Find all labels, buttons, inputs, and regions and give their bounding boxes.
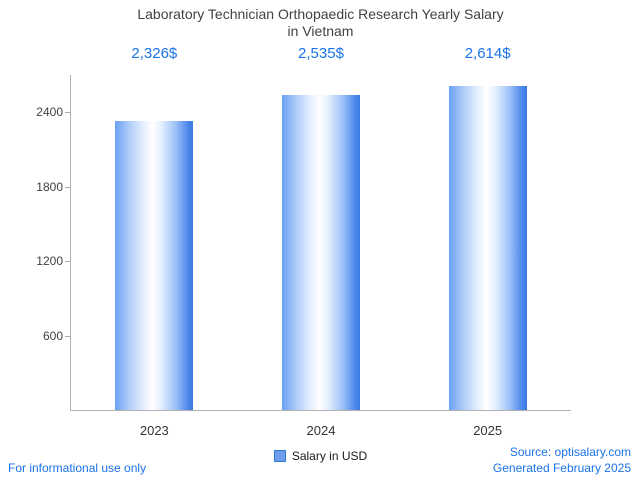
footer-source: Source: optisalary.com bbox=[509, 445, 631, 459]
legend-label: Salary in USD bbox=[291, 449, 368, 463]
legend-swatch-icon bbox=[273, 450, 286, 462]
y-axis-tick-label: 1800 bbox=[36, 179, 63, 194]
chart-title-line2: in Vietnam bbox=[287, 23, 354, 39]
bar-2023 bbox=[115, 121, 194, 410]
chart-title: Laboratory Technician Orthopaedic Resear… bbox=[0, 6, 641, 40]
footer-generated: Generated February 2025 bbox=[492, 461, 631, 475]
y-axis-tick bbox=[65, 186, 71, 188]
x-axis-label-2023: 2023 bbox=[139, 423, 169, 438]
y-axis-tick-label: 600 bbox=[42, 328, 63, 343]
legend: Salary in USD bbox=[0, 449, 641, 463]
y-axis-tick bbox=[65, 261, 71, 263]
bar-2024 bbox=[282, 95, 360, 410]
footer-attribution: Source: optisalary.com Generated Februar… bbox=[493, 444, 631, 476]
footer-disclaimer: For informational use only bbox=[8, 461, 147, 475]
value-label-2024: 2,535$ bbox=[298, 45, 344, 62]
chart-title-line1: Laboratory Technician Orthopaedic Resear… bbox=[137, 6, 504, 22]
x-axis-label-2024: 2024 bbox=[306, 423, 336, 438]
y-axis-tick bbox=[65, 335, 71, 337]
y-axis-tick-label: 1200 bbox=[36, 254, 63, 269]
plot-area: 600 1200 1800 2400 2,326$ 2023 2,535$ 2024 2,614… bbox=[36, 45, 571, 438]
value-label-2025: 2,614$ bbox=[464, 45, 511, 62]
y-axis-tick-label: 2400 bbox=[36, 105, 63, 120]
x-axis-label-2025: 2025 bbox=[473, 423, 503, 438]
value-label-2023: 2,326$ bbox=[131, 45, 178, 62]
bar-2025 bbox=[448, 85, 527, 410]
y-axis-tick bbox=[65, 112, 71, 114]
